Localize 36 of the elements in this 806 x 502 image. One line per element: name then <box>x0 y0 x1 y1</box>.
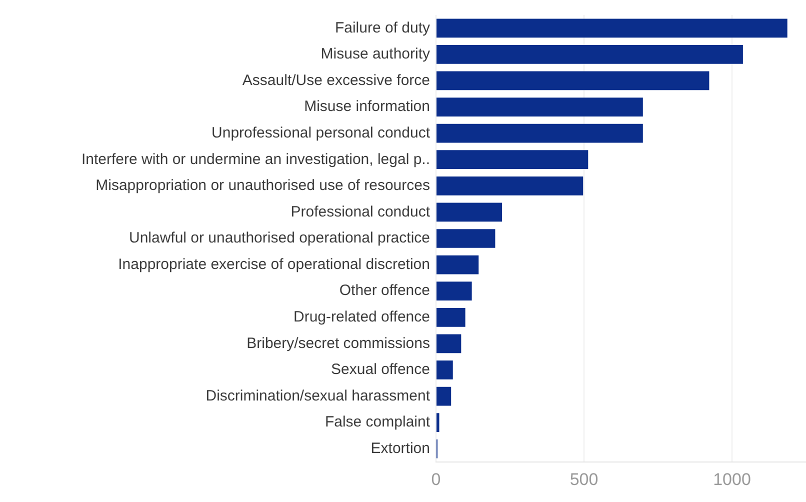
bar <box>436 45 743 64</box>
y-tick-label: Drug-related offence <box>294 308 430 326</box>
bar <box>436 308 466 327</box>
y-tick-label: Sexual offence <box>331 361 430 378</box>
bar <box>436 255 479 274</box>
bar <box>436 71 710 90</box>
bar <box>436 386 452 406</box>
y-tick-label: Interfere with or undermine an investigation, legal p.. <box>81 150 430 168</box>
bar <box>436 282 472 301</box>
bar <box>436 150 588 170</box>
bar <box>436 124 643 143</box>
y-tick-label: Extortion <box>370 440 430 457</box>
bar <box>436 360 453 380</box>
y-tick-label: Discrimination/sexual harassment <box>206 387 431 404</box>
y-tick-label: Other offence <box>339 282 430 300</box>
x-tick-label: 0 <box>431 470 441 489</box>
bar <box>436 229 496 248</box>
bar <box>436 18 788 38</box>
y-tick-label: Assault/Use excessive force <box>242 72 430 89</box>
bar <box>436 202 502 222</box>
y-tick-label: Unprofessional personal conduct <box>212 124 431 142</box>
y-tick-label: Bribery/secret commissions <box>246 334 430 352</box>
y-tick-label: False complaint <box>324 414 431 431</box>
y-tick-label: Misuse information <box>304 98 430 116</box>
y-tick-label: Inappropriate exercise of operational discretion <box>118 256 430 273</box>
bar <box>436 334 462 354</box>
x-tick-label: 1000 <box>713 470 751 489</box>
y-tick-label: Professional conduct <box>290 203 431 220</box>
y-tick-label: Unlawful or unauthorised operational practice <box>128 230 430 247</box>
bar <box>436 98 643 116</box>
y-tick-label: Misappropriation or unauthorised use of resources <box>96 177 430 194</box>
y-tick-label: Misuse authority <box>320 46 430 63</box>
bar <box>436 176 584 196</box>
y-tick-label: Failure of duty <box>334 19 430 36</box>
bar <box>436 413 440 432</box>
x-tick-label: 500 <box>570 470 598 489</box>
